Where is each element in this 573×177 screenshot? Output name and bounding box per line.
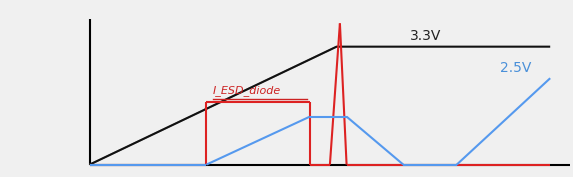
Text: 2.5V: 2.5V (500, 61, 532, 75)
Text: 3.3V: 3.3V (410, 28, 441, 42)
Text: I_ESD_diode: I_ESD_diode (213, 85, 281, 96)
